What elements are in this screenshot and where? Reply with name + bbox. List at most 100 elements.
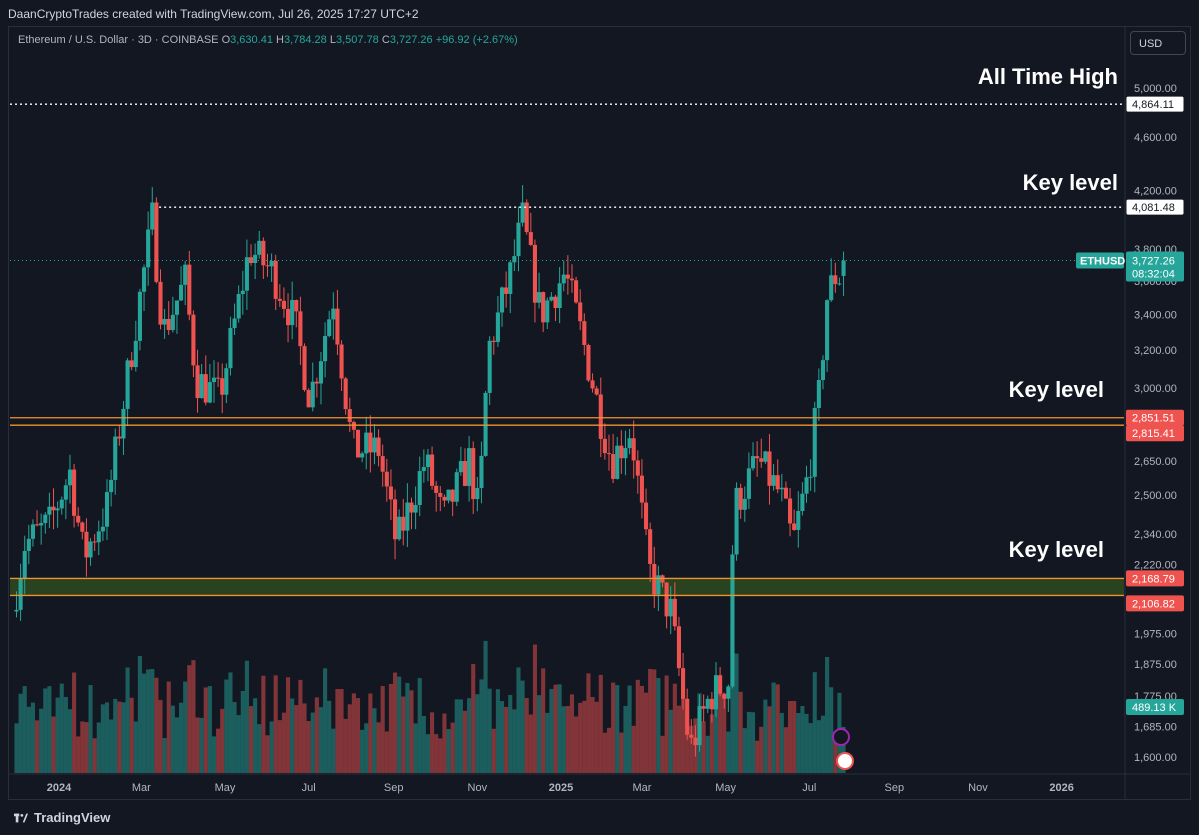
volume-bar bbox=[277, 720, 282, 773]
volume-bar bbox=[734, 653, 739, 773]
candle-body bbox=[191, 314, 196, 366]
candle-body bbox=[372, 437, 377, 453]
legend-symbol: Ethereum / U.S. Dollar · 3D · COINBASE bbox=[18, 34, 219, 46]
candle-body bbox=[224, 368, 229, 395]
volume-bar bbox=[458, 699, 463, 773]
event-flag-icon bbox=[836, 752, 854, 770]
candle-body bbox=[35, 524, 40, 526]
candle-body bbox=[726, 686, 731, 699]
volume-bar bbox=[421, 715, 426, 773]
candle-body bbox=[150, 202, 155, 230]
legend-low-label: L bbox=[329, 34, 336, 46]
y-tick-label: 1,975.00 bbox=[1134, 628, 1177, 640]
volume-bar bbox=[820, 715, 826, 773]
candle-body bbox=[109, 479, 114, 493]
candle-body bbox=[380, 456, 385, 472]
volume-bar bbox=[318, 707, 324, 773]
volume-bar bbox=[26, 706, 31, 773]
volume-bar bbox=[524, 697, 529, 773]
tradingview-logo-icon bbox=[14, 813, 28, 822]
volume-bar bbox=[442, 713, 447, 773]
volume-bar bbox=[211, 736, 217, 773]
legend-change: +96.92 (+2.67%) bbox=[435, 34, 518, 46]
candle-body bbox=[491, 340, 496, 342]
candle-body bbox=[730, 554, 735, 687]
x-tick-label: Mar bbox=[132, 782, 151, 794]
volume-bar bbox=[565, 705, 570, 773]
x-tick-label: Nov bbox=[468, 782, 488, 794]
x-tick-label: Jul bbox=[802, 782, 816, 794]
candle-body bbox=[779, 487, 784, 490]
candle-body bbox=[816, 380, 821, 409]
y-tick-label: 3,800.00 bbox=[1134, 244, 1177, 256]
candle-body bbox=[18, 578, 23, 610]
volume-bar bbox=[67, 709, 73, 773]
candle-body bbox=[767, 451, 772, 486]
volume-bar bbox=[39, 708, 44, 773]
candle-body bbox=[203, 374, 208, 403]
zone-tag-bottom-3: 2,106.82 bbox=[1132, 598, 1175, 610]
volume-bar bbox=[220, 708, 225, 773]
candle-body bbox=[76, 515, 81, 523]
volume-bar bbox=[351, 693, 356, 773]
volume-bar bbox=[125, 667, 130, 773]
candle-body bbox=[804, 477, 809, 494]
volume-bar bbox=[261, 675, 266, 773]
candle-body bbox=[187, 264, 192, 315]
currency-button[interactable]: USD bbox=[1130, 31, 1186, 55]
volume-bar bbox=[405, 682, 410, 773]
volume-bar bbox=[109, 719, 114, 773]
x-tick-label: May bbox=[215, 782, 236, 794]
candle-body bbox=[462, 461, 468, 486]
candle-body bbox=[211, 377, 217, 383]
candle-body bbox=[759, 458, 764, 462]
volume-bar bbox=[557, 684, 562, 773]
symbol-tag-bg bbox=[1076, 252, 1124, 269]
volume-bar bbox=[174, 717, 180, 773]
candle-body bbox=[771, 475, 776, 486]
tradingview-brand[interactable]: TradingView bbox=[14, 810, 110, 825]
volume-bar bbox=[804, 713, 809, 773]
volume-bar bbox=[454, 699, 459, 773]
candle-body bbox=[701, 706, 706, 709]
volume-bar bbox=[771, 682, 776, 773]
volume-bar bbox=[825, 656, 830, 773]
volume-bar bbox=[43, 688, 48, 773]
candle-body bbox=[689, 734, 694, 738]
volume-bar bbox=[22, 686, 27, 773]
volume-bar bbox=[51, 716, 56, 773]
candle-body bbox=[697, 706, 702, 746]
candle-body bbox=[59, 499, 64, 509]
candle-body bbox=[549, 296, 554, 301]
candle-body bbox=[417, 471, 422, 505]
candle-body bbox=[174, 300, 180, 315]
volume-bar bbox=[709, 714, 714, 773]
volume-bar bbox=[730, 623, 735, 773]
volume-bar bbox=[166, 681, 171, 773]
candle-body bbox=[446, 489, 451, 501]
price-chart[interactable]: All Time High Key level Key level Key level… bbox=[0, 0, 1199, 800]
volume-bar bbox=[347, 704, 352, 773]
volume-bar bbox=[606, 727, 612, 773]
volume-bar bbox=[195, 717, 200, 773]
candle-body bbox=[100, 526, 105, 532]
candle-body bbox=[569, 278, 575, 281]
volume-bar bbox=[627, 685, 632, 773]
candle-body bbox=[598, 394, 603, 439]
volume-bar bbox=[660, 735, 665, 773]
volume-bar bbox=[314, 697, 319, 773]
candle-body bbox=[318, 361, 324, 384]
volume-bar bbox=[639, 685, 644, 773]
volume-bar bbox=[236, 715, 241, 773]
candle-body bbox=[261, 240, 266, 266]
y-tick-label: 3,200.00 bbox=[1134, 345, 1177, 357]
volume-bar bbox=[672, 683, 677, 773]
candle-body bbox=[746, 468, 751, 499]
volume-bar bbox=[224, 679, 229, 773]
volume-bar bbox=[286, 677, 291, 773]
volume-bar bbox=[467, 698, 472, 773]
candle-body bbox=[327, 319, 332, 337]
x-tick-label: Jul bbox=[302, 782, 316, 794]
volume-bar bbox=[339, 688, 344, 773]
candle-body bbox=[783, 487, 788, 499]
